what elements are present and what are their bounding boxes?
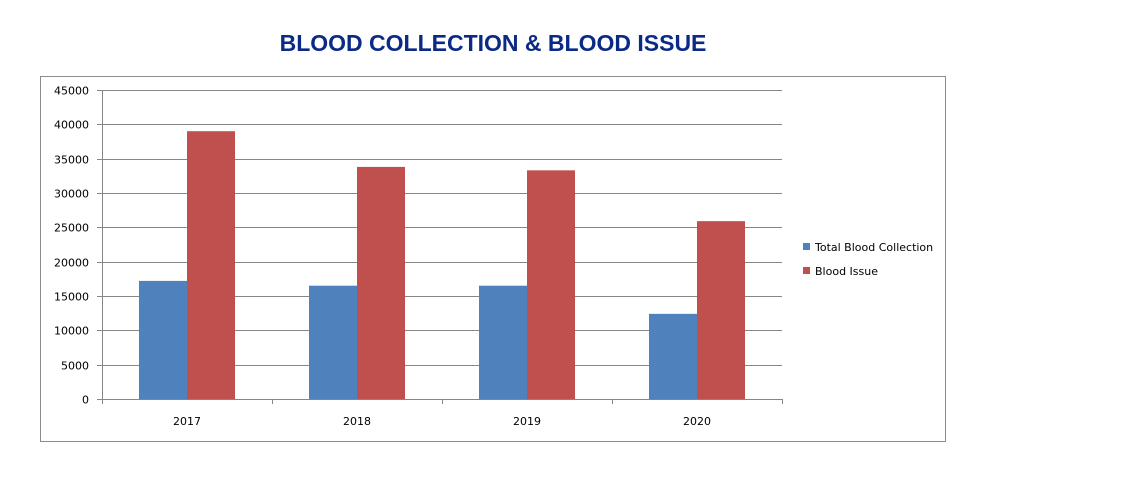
bar-blood-issue-2019 [527, 170, 575, 399]
axes: 0 5000 10000 15000 20000 25000 30000 35000 40000… [54, 85, 783, 428]
y-tick-label: 40000 [54, 119, 89, 132]
bar-total-blood-collection-2018 [309, 285, 357, 399]
bar-blood-issue-2020 [697, 221, 745, 399]
x-tick-label: 2018 [343, 415, 371, 428]
bars [139, 131, 745, 399]
chart-title: BLOOD COLLECTION & BLOOD ISSUE [279, 30, 707, 56]
bar-total-blood-collection-2019 [479, 285, 527, 399]
legend-swatch-total-blood-collection [803, 243, 810, 250]
y-tick-label: 10000 [54, 325, 89, 338]
bar-total-blood-collection-2020 [649, 313, 697, 399]
legend: Total Blood Collection Blood Issue [803, 241, 933, 278]
legend-swatch-blood-issue [803, 267, 810, 274]
y-tick-label: 35000 [54, 154, 89, 167]
legend-label: Blood Issue [815, 265, 878, 278]
x-tick-label: 2017 [173, 415, 201, 428]
y-tick-label: 30000 [54, 188, 89, 201]
y-tick-label: 20000 [54, 257, 89, 270]
x-tick-label: 2019 [513, 415, 541, 428]
bar-total-blood-collection-2017 [139, 280, 187, 399]
y-tick-label: 15000 [54, 291, 89, 304]
y-tick-label: 45000 [54, 85, 89, 98]
bar-blood-issue-2017 [187, 131, 235, 399]
y-tick-label: 0 [82, 394, 89, 407]
x-tick-label: 2020 [683, 415, 711, 428]
legend-label: Total Blood Collection [814, 241, 933, 254]
y-tick-label: 5000 [61, 360, 89, 373]
bar-blood-issue-2018 [357, 166, 405, 399]
y-tick-label: 25000 [54, 222, 89, 235]
